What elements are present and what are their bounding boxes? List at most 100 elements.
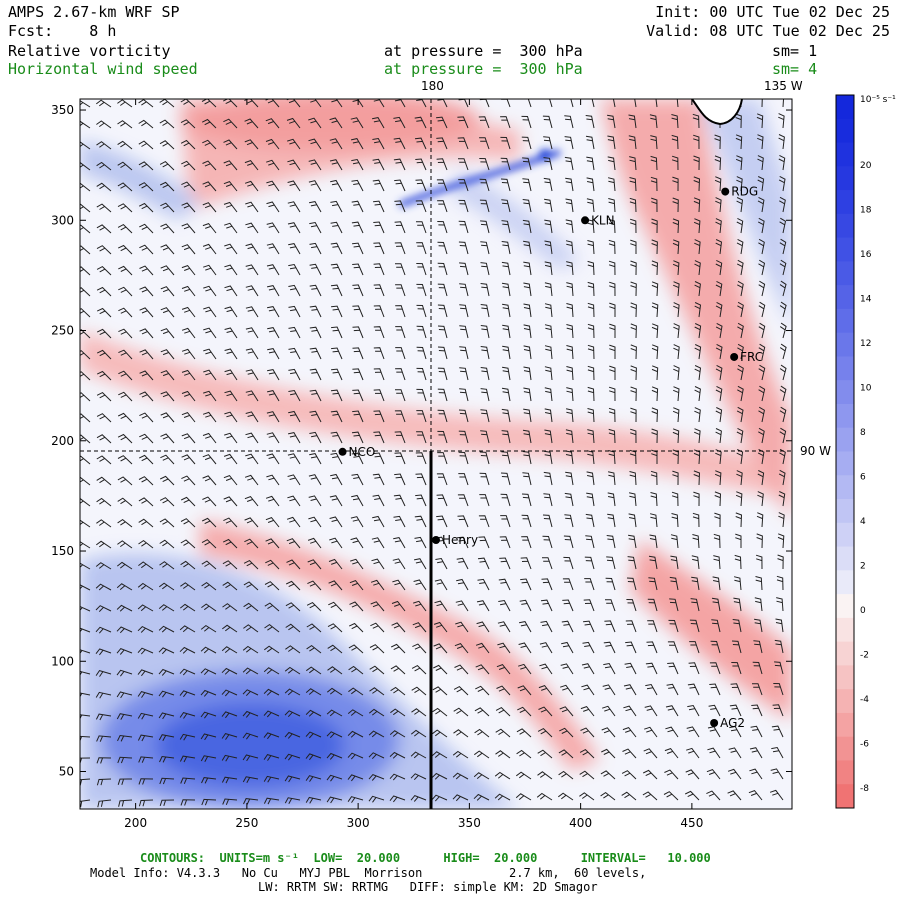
wind-barb [729,725,742,738]
wind-barb [776,597,784,612]
wind-barb [328,558,343,570]
wind-barb [222,581,238,591]
wind-barb [727,768,742,780]
wind-barb [139,307,154,318]
wind-barb [160,223,175,234]
wind-barb [96,307,112,318]
wind-barb [649,513,658,528]
wind-barb [416,388,427,402]
wind-barb [520,578,532,591]
wind-barb [735,533,742,548]
wind-barb [758,427,765,444]
wind-barb [331,368,343,381]
wind-barb [180,99,196,108]
wind-barb [691,555,700,570]
wind-barb [180,777,196,784]
wind-barb [373,452,385,465]
wind-barb [139,265,154,276]
wind-barb [265,538,280,549]
wind-barb [651,218,658,234]
wind-barb [544,324,553,339]
wind-barb [223,181,238,192]
colorbar-tick-label: -6 [860,740,869,750]
wind-barb [117,120,133,129]
colorbar-swatch [836,427,854,452]
wind-barb [266,264,280,276]
wind-barb [267,306,280,318]
wind-barb [522,472,532,486]
wind-barb [264,645,280,654]
wind-barb [779,196,786,213]
wind-barb [244,496,259,507]
wind-barb [348,665,364,675]
wind-barb [479,199,490,213]
wind-barb [735,113,742,129]
colorbar-swatch [836,641,854,666]
wind-barb [202,139,217,150]
colorbar-tick-label: 4 [860,517,866,527]
wind-barb [523,261,532,276]
colorbar-swatch [836,760,854,785]
wind-barb [137,712,154,720]
wind-barb [160,412,175,423]
wind-barb [307,580,322,591]
wind-barb [414,536,427,549]
wind-barb [436,494,448,507]
wind-barb [603,641,616,654]
colorbar-swatch [836,546,854,571]
wind-barb [245,411,259,423]
wind-barb [714,491,722,507]
wind-barb [676,99,679,108]
wind-barb [692,113,700,129]
wind-barb [480,220,490,234]
wind-barb [242,710,259,718]
wind-barb [181,369,196,381]
wind-barb [437,325,448,339]
wind-barb [330,221,343,234]
wind-barb [686,726,700,738]
wind-barb [643,748,658,759]
wind-barb [305,775,322,782]
wind-barb [604,620,616,633]
colorbar-swatch [836,190,854,215]
wind-barb [651,407,659,423]
station-label: KLN [591,213,615,227]
wind-barb [544,345,553,360]
wind-barb [437,388,448,402]
contours-info: CONTOURS: UNITS=m s⁻¹ LOW= 20.000 HIGH= … [140,851,711,865]
wind-barb [544,366,553,381]
wind-barb [179,625,196,633]
wind-barb [633,99,637,108]
wind-barb [456,578,469,591]
wind-barb [329,495,343,507]
wind-barb [474,707,490,717]
wind-barb [737,301,744,318]
wind-barb [118,349,133,360]
wind-barb [584,578,595,591]
wind-barb [431,772,448,780]
wind-barb [779,238,787,255]
colorbar-swatch [836,689,854,714]
wind-barb [372,473,385,486]
wind-barb [755,554,763,570]
wind-barb [284,731,301,739]
wind-barb [437,221,448,234]
colorbar-swatch [836,617,854,643]
wind-barb [224,285,238,297]
wind-barb [390,686,406,696]
wind-barb [244,517,259,528]
wind-barb [96,120,112,129]
wind-barb [308,180,322,192]
wind-barb [736,238,744,255]
wind-barb [158,690,175,698]
wind-barb [583,599,595,612]
wind-barb [181,265,196,276]
wind-barb [327,644,343,654]
wind-barb [560,684,574,696]
wind-barb [609,323,616,338]
wind-barb [565,198,574,213]
wind-barb [372,158,385,171]
wind-barb [458,199,469,213]
wind-barb [611,99,616,108]
wind-barb [392,579,406,591]
